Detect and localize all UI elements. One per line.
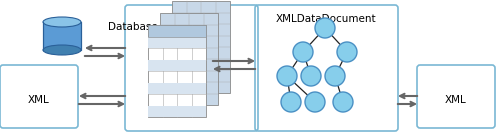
Circle shape xyxy=(333,92,353,112)
Polygon shape xyxy=(160,13,218,105)
Circle shape xyxy=(301,66,321,86)
Text: XMLDataDocument: XMLDataDocument xyxy=(276,14,376,24)
Circle shape xyxy=(305,92,325,112)
Circle shape xyxy=(325,66,345,86)
Circle shape xyxy=(315,18,335,38)
Polygon shape xyxy=(148,25,206,36)
Ellipse shape xyxy=(43,45,81,55)
Circle shape xyxy=(293,42,313,62)
Ellipse shape xyxy=(43,17,81,27)
Text: Data Set: Data Set xyxy=(163,14,208,24)
Text: Database: Database xyxy=(108,22,158,32)
Circle shape xyxy=(337,42,357,62)
Polygon shape xyxy=(148,60,206,71)
Polygon shape xyxy=(148,105,206,117)
Polygon shape xyxy=(148,36,206,48)
Polygon shape xyxy=(172,1,230,93)
Polygon shape xyxy=(148,25,206,117)
Circle shape xyxy=(281,92,301,112)
Polygon shape xyxy=(43,22,81,50)
Text: XML: XML xyxy=(445,95,467,105)
Circle shape xyxy=(277,66,297,86)
Polygon shape xyxy=(148,82,206,94)
Text: XML: XML xyxy=(28,95,50,105)
